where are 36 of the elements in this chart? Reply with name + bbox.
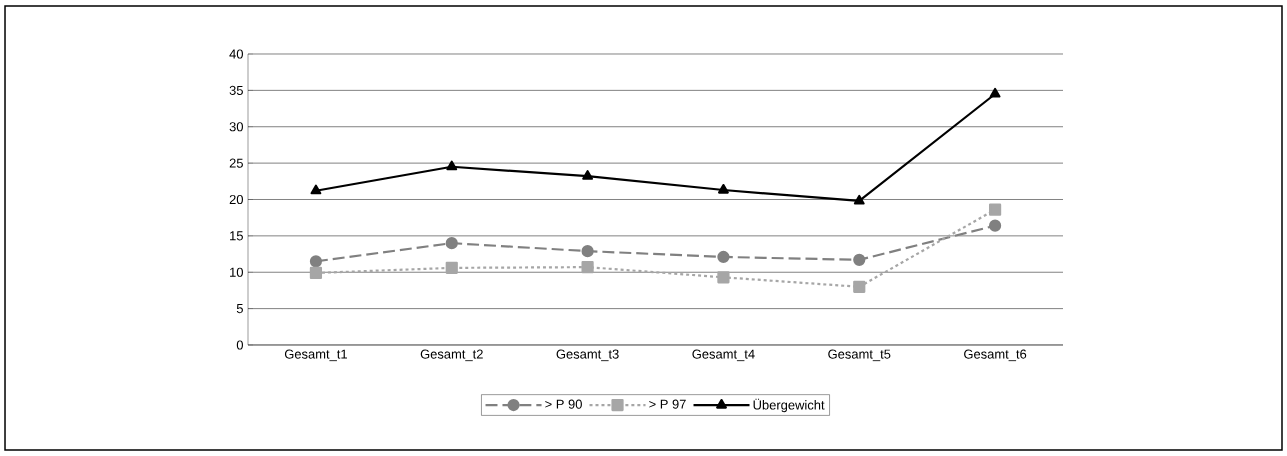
point [718, 183, 729, 194]
x-tick-label: Gesamt_t3 [556, 349, 619, 362]
y-tick-label: 20 [229, 194, 243, 205]
legend-label: > P 90 [545, 399, 582, 409]
y-tick-label: 0 [236, 340, 243, 350]
point [581, 261, 594, 274]
point [309, 266, 323, 280]
y-tick-label: 15 [230, 231, 243, 241]
point [853, 194, 865, 205]
point [717, 250, 730, 264]
x-tick-label: Gesamt_t4 [692, 349, 755, 362]
legend-label: Übergewicht [753, 398, 825, 413]
y-tick-label: 40 [229, 49, 243, 59]
legend-label: > P 97 [649, 399, 686, 409]
y-tick-label: 25 [229, 158, 243, 168]
point [853, 280, 866, 293]
point [581, 245, 594, 258]
point [582, 170, 594, 180]
point [445, 237, 458, 250]
x-tick-label: Gesamt_t2 [420, 349, 483, 362]
y-tick-label: 10 [230, 267, 243, 277]
point [309, 255, 323, 268]
x-tick-label: Gesamt_t1 [284, 349, 347, 362]
point [717, 271, 730, 284]
y-tick-label: 30 [229, 122, 243, 132]
y-tick-label: 35 [229, 85, 243, 95]
x-tick-label: Gesamt_t6 [964, 349, 1027, 362]
point [988, 203, 1002, 216]
point [445, 261, 458, 274]
x-tick-label: Gesamt_t5 [828, 349, 891, 362]
point [988, 219, 1002, 232]
y-tick-label: 5 [236, 304, 243, 314]
point [853, 253, 866, 266]
point [446, 160, 458, 171]
point [310, 184, 322, 195]
point [989, 87, 1001, 98]
